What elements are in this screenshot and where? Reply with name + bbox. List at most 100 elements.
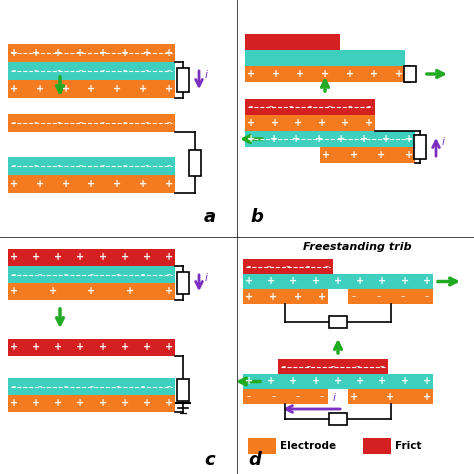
- Text: +: +: [76, 253, 84, 263]
- Text: –: –: [271, 392, 275, 401]
- Text: b: b: [250, 208, 263, 226]
- Bar: [245, 50, 405, 66]
- Text: –: –: [247, 262, 251, 271]
- Text: +: +: [10, 48, 18, 58]
- Bar: [245, 115, 375, 131]
- Text: –: –: [325, 262, 329, 271]
- Text: +: +: [10, 343, 18, 353]
- Text: +: +: [247, 134, 255, 144]
- Text: –: –: [123, 66, 127, 75]
- Text: +: +: [247, 69, 255, 79]
- Text: –: –: [64, 270, 68, 279]
- Text: +: +: [395, 69, 403, 79]
- Text: +: +: [321, 69, 329, 79]
- Text: +: +: [401, 276, 409, 286]
- Text: +: +: [165, 253, 173, 263]
- Text: –: –: [167, 66, 171, 75]
- Text: –: –: [38, 382, 42, 391]
- Text: –: –: [115, 382, 119, 391]
- Text: +: +: [245, 276, 253, 286]
- Bar: [177, 272, 189, 294]
- Text: –: –: [123, 162, 127, 171]
- Text: +: +: [350, 150, 358, 160]
- Text: +: +: [139, 179, 147, 189]
- Text: –: –: [425, 292, 429, 301]
- Text: –: –: [145, 162, 149, 171]
- Bar: [243, 389, 328, 404]
- Text: –: –: [320, 392, 324, 401]
- Text: –: –: [90, 382, 94, 391]
- Text: +: +: [423, 376, 431, 386]
- Text: –: –: [352, 292, 356, 301]
- Text: +: +: [62, 84, 70, 94]
- Text: +: +: [165, 48, 173, 58]
- Bar: [8, 175, 175, 193]
- Text: +: +: [378, 276, 387, 286]
- Text: –: –: [56, 66, 60, 75]
- Text: +: +: [267, 376, 275, 386]
- Text: +: +: [267, 276, 275, 286]
- Text: –: –: [64, 382, 68, 391]
- Text: +: +: [165, 286, 173, 297]
- Text: a: a: [204, 208, 216, 226]
- Text: i: i: [333, 393, 336, 403]
- Text: –: –: [356, 362, 360, 371]
- Text: +: +: [386, 392, 394, 401]
- Text: +: +: [76, 48, 84, 58]
- Bar: [278, 359, 388, 374]
- Text: i: i: [205, 273, 208, 283]
- Text: +: +: [165, 399, 173, 409]
- Text: +: +: [143, 253, 151, 263]
- Text: +: +: [165, 179, 173, 189]
- Text: –: –: [90, 270, 94, 279]
- Bar: [243, 274, 433, 289]
- Text: +: +: [245, 292, 253, 301]
- Text: +: +: [401, 376, 409, 386]
- Text: –: –: [34, 66, 38, 75]
- Text: +: +: [341, 118, 349, 128]
- Text: –: –: [100, 118, 105, 128]
- Bar: [8, 378, 175, 395]
- Text: c: c: [205, 451, 215, 469]
- Bar: [177, 379, 189, 401]
- Bar: [243, 289, 328, 304]
- Text: –: –: [328, 102, 332, 111]
- Text: +: +: [292, 134, 300, 144]
- Text: +: +: [315, 134, 323, 144]
- Bar: [8, 339, 175, 356]
- Text: +: +: [322, 150, 330, 160]
- Bar: [8, 283, 175, 300]
- Bar: [404, 66, 416, 82]
- Text: –: –: [12, 162, 16, 171]
- Text: –: –: [296, 392, 300, 401]
- Text: –: –: [367, 102, 371, 111]
- Text: –: –: [347, 102, 351, 111]
- Text: +: +: [87, 286, 96, 297]
- Text: +: +: [139, 84, 147, 94]
- Text: –: –: [167, 118, 171, 128]
- Text: +: +: [121, 48, 129, 58]
- Text: +: +: [113, 179, 121, 189]
- Text: +: +: [293, 292, 302, 301]
- Text: –: –: [12, 66, 16, 75]
- Bar: [414, 135, 426, 159]
- Text: +: +: [54, 48, 63, 58]
- Text: –: –: [12, 270, 16, 279]
- Text: –: –: [401, 292, 405, 301]
- Text: +: +: [143, 343, 151, 353]
- Text: –: –: [38, 270, 42, 279]
- Bar: [8, 44, 175, 62]
- Text: +: +: [271, 118, 279, 128]
- Text: –: –: [100, 66, 105, 75]
- Bar: [8, 114, 175, 132]
- Text: +: +: [99, 399, 107, 409]
- Text: +: +: [10, 399, 18, 409]
- Text: +: +: [165, 343, 173, 353]
- Text: –: –: [78, 118, 82, 128]
- Text: +: +: [296, 69, 304, 79]
- Text: +: +: [62, 179, 70, 189]
- Bar: [243, 259, 333, 274]
- Bar: [348, 389, 433, 404]
- Text: +: +: [270, 134, 278, 144]
- Text: –: –: [12, 118, 16, 128]
